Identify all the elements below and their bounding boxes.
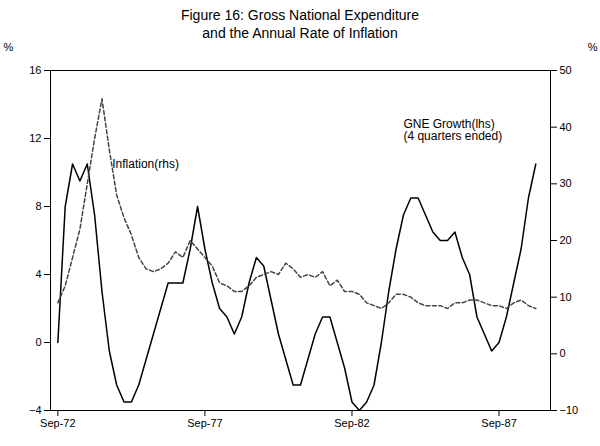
svg-text:8: 8 xyxy=(35,200,41,212)
svg-text:16: 16 xyxy=(29,64,41,76)
svg-text:−10: −10 xyxy=(560,404,579,416)
svg-text:50: 50 xyxy=(560,64,572,76)
svg-text:%: % xyxy=(4,41,14,53)
svg-text:20: 20 xyxy=(560,234,572,246)
svg-text:40: 40 xyxy=(560,121,572,133)
svg-text:Sep-77: Sep-77 xyxy=(187,417,222,429)
svg-text:0: 0 xyxy=(35,336,41,348)
svg-text:−4: −4 xyxy=(29,404,42,416)
svg-text:Sep-72: Sep-72 xyxy=(40,417,75,429)
svg-text:GNE Growth(lhs)(4 quarters end: GNE Growth(lhs)(4 quarters ended) xyxy=(403,117,502,143)
svg-text:30: 30 xyxy=(560,177,572,189)
svg-text:10: 10 xyxy=(560,291,572,303)
svg-text:4: 4 xyxy=(35,268,41,280)
svg-text:Inflation(rhs): Inflation(rhs) xyxy=(112,157,179,171)
svg-text:%: % xyxy=(588,41,598,53)
svg-text:0: 0 xyxy=(560,347,566,359)
svg-text:12: 12 xyxy=(29,132,41,144)
svg-text:Sep-87: Sep-87 xyxy=(481,417,516,429)
html-text:Figure 16: Gross National Expe: Figure 16: Gross National Expenditure an… xyxy=(180,7,420,41)
svg-text:Sep-82: Sep-82 xyxy=(334,417,369,429)
